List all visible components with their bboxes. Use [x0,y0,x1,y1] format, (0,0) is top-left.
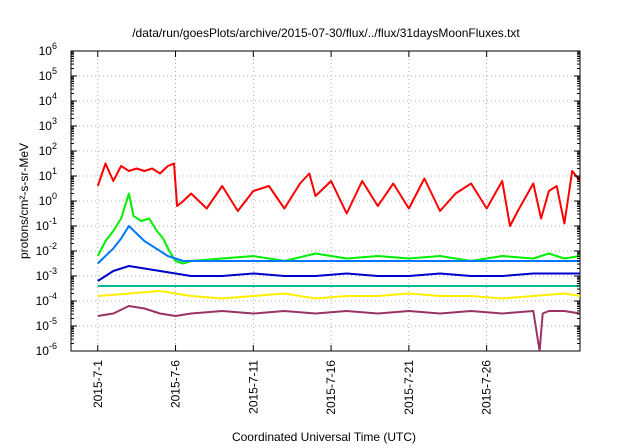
x-tick-label: 2015-7-21 [402,360,416,415]
y-tick-label: 10-5 [36,316,57,333]
x-tick-label: 2015-7-1 [91,360,105,408]
y-axis-label: protons/cm²-s-sr-MeV [17,143,31,259]
y-tick-label: 101 [39,166,57,183]
chart-title: /data/run/goesPlots/archive/2015-07-30/f… [132,26,520,40]
x-tick-label: 2015-7-6 [169,360,183,408]
y-tick-label: 10-2 [36,241,57,258]
y-tick-label: 104 [39,91,57,108]
series-line-7 [97,305,581,352]
series-line-4 [97,265,580,282]
x-axis-ticks: 2015-7-1 2015-7-6 2015-7-11 2015-7-16 2015-7… [91,51,494,415]
y-tick-label: 102 [39,141,57,158]
x-tick-label: 2015-7-26 [480,360,494,415]
x-tick-label: 2015-7-11 [246,360,260,414]
y-tick-label: 10-4 [36,291,57,308]
y-axis-ticks: 10-6 10-5 10-4 10-3 10-2 10-1 100 101 102 103 104 1… [36,41,580,358]
series-group [96,162,581,352]
y-tick-label: 103 [39,116,57,133]
y-tick-label: 100 [39,191,57,208]
y-tick-label: 10-6 [36,341,57,358]
y-tick-label: 106 [39,41,57,58]
series-line-2 [96,192,581,265]
grid-lines [71,51,580,351]
series-line-1 [96,162,581,227]
y-tick-label: 10-3 [36,266,57,283]
series-line-6 [97,290,581,300]
y-tick-label: 10-1 [36,216,57,233]
x-tick-label: 2015-7-16 [324,360,338,415]
y-tick-label: 105 [39,66,57,83]
series-line-3 [97,225,580,265]
x-axis-label: Coordinated Universal Time (UTC) [232,430,416,444]
